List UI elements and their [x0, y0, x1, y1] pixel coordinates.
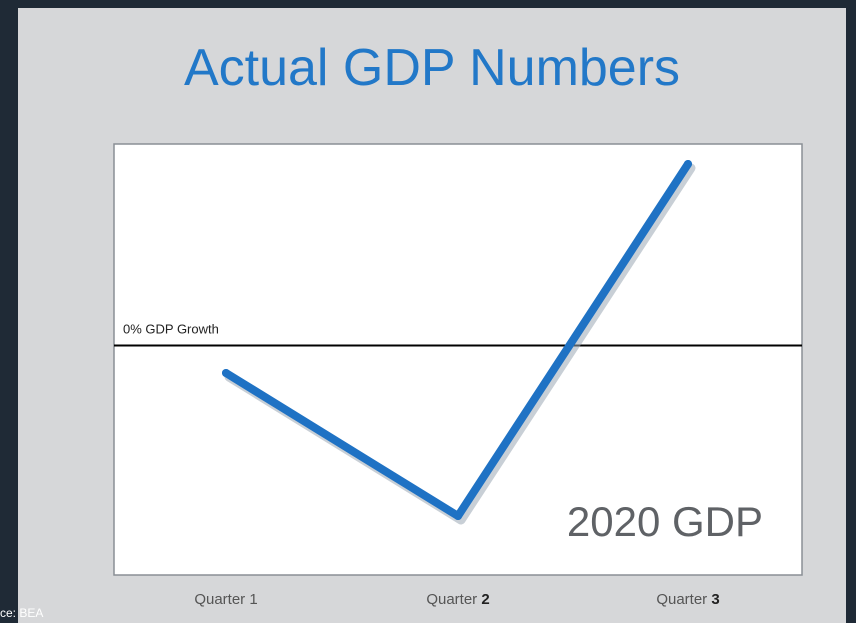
data-point-3 [684, 160, 692, 168]
gdp-line-chart: 0% GDP Growth 2020 GDP [113, 143, 803, 576]
x-axis-labels: Quarter 1 Quarter 2 Quarter 3 [194, 591, 719, 608]
zero-growth-label: 0% GDP Growth [123, 322, 219, 337]
plot-area [113, 143, 803, 576]
data-point-2 [454, 512, 462, 520]
chart-annotation: 2020 GDP [567, 498, 763, 545]
x-tick-label-1: Quarter 1 [194, 591, 257, 608]
presentation-slide: Actual GDP Numbers 0% GDP Growth 2020 GD… [18, 8, 846, 623]
x-tick-label-3: Quarter 3 [656, 591, 719, 608]
source-footer: ce: BEA [0, 606, 44, 620]
data-point-1 [222, 369, 230, 377]
x-tick-label-2: Quarter 2 [426, 591, 489, 608]
slide-title: Actual GDP Numbers [183, 39, 681, 97]
